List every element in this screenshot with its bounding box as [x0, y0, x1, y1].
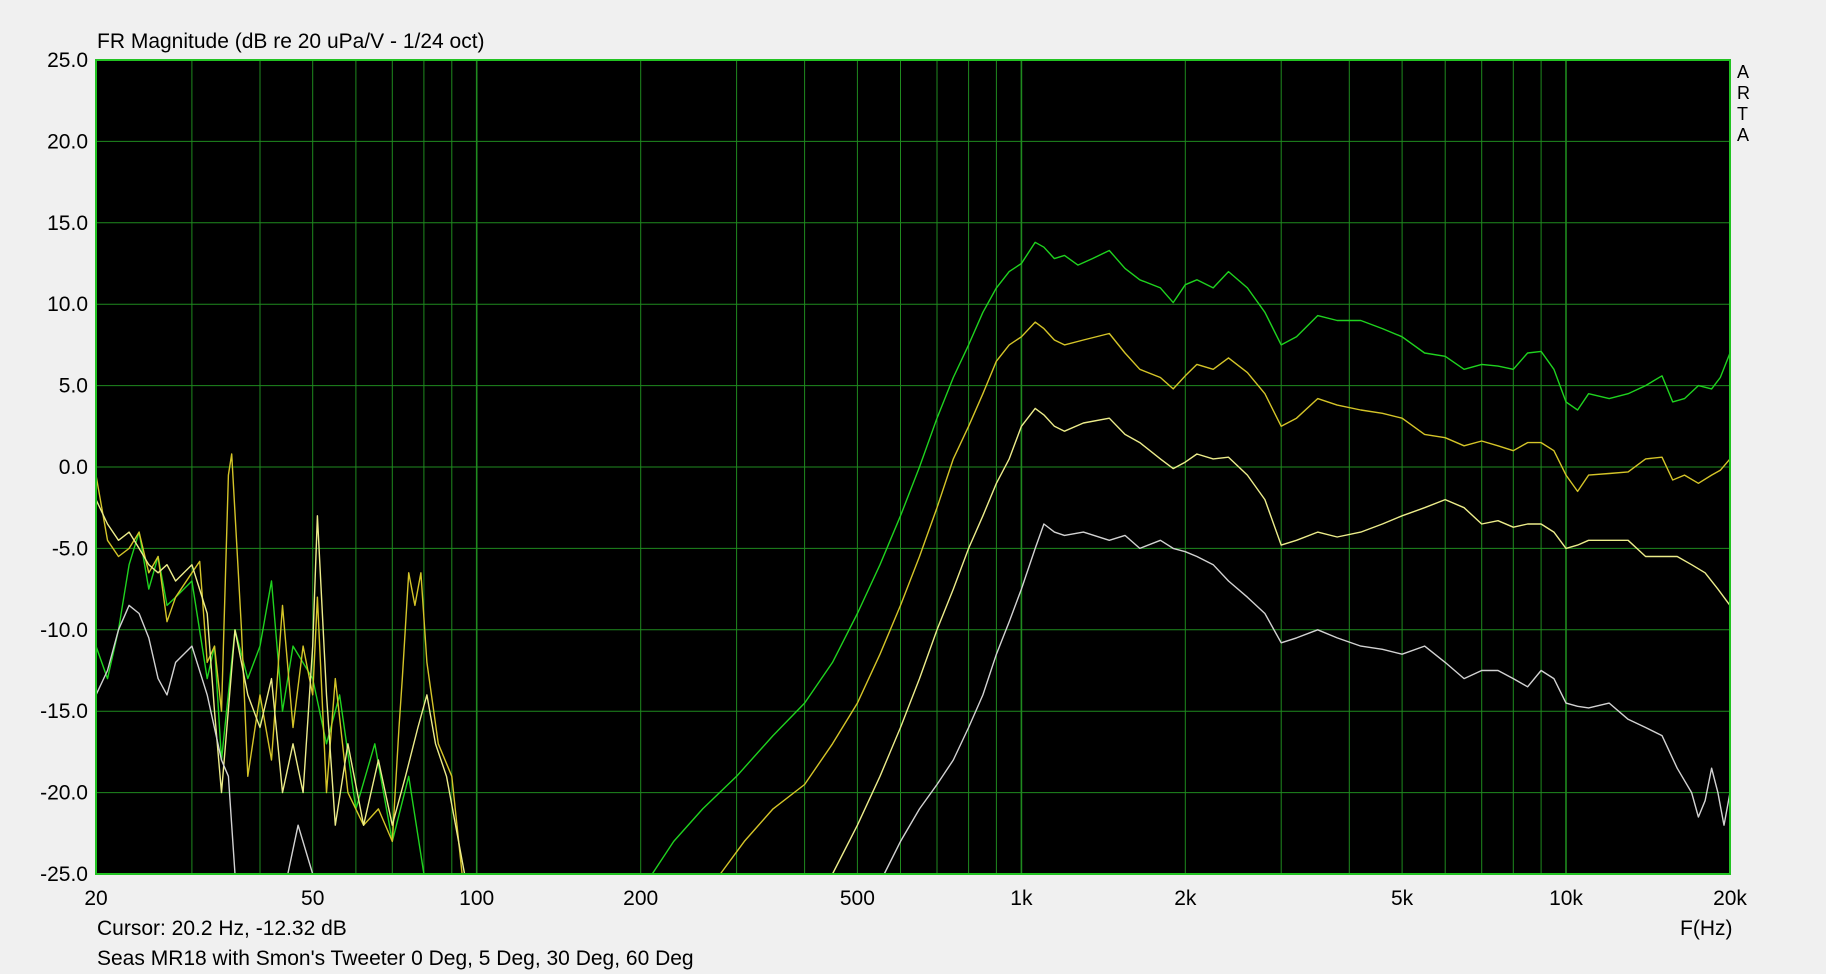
brand-letter: T — [1737, 104, 1748, 124]
y-tick-label: 25.0 — [47, 49, 88, 72]
brand-letter: A — [1737, 125, 1749, 145]
x-tick-label: 20 — [84, 887, 107, 910]
x-tick-label: 10k — [1549, 887, 1583, 910]
series-line-3 — [95, 523, 1731, 875]
y-tick-labels: 25.0 20.0 15.0 10.0 5.0 0.0 -5.0 -10.0 -15.0 -20.… — [40, 49, 88, 886]
y-tick-label: -25.0 — [40, 863, 88, 886]
series-line-1 — [95, 321, 1731, 875]
x-tick-label: 500 — [840, 887, 875, 910]
x-tick-label: 20k — [1713, 887, 1747, 910]
x-tick-label: 5k — [1391, 887, 1414, 910]
brand-letter: R — [1737, 83, 1750, 103]
cursor-readout: Cursor: 20.2 Hz, -12.32 dB — [97, 917, 347, 940]
grid — [96, 60, 1730, 874]
y-tick-label: 20.0 — [47, 130, 88, 153]
series-line-2 — [95, 407, 1731, 875]
graph-caption: Seas MR18 with Smon's Tweeter 0 Deg, 5 D… — [97, 947, 694, 970]
x-tick-label: 1k — [1010, 887, 1033, 910]
x-tick-label: 50 — [301, 887, 324, 910]
x-tick-labels: 20 50 100 200 500 1k 2k 5k 10k 20k — [84, 887, 1747, 910]
brand-letter: A — [1737, 62, 1749, 82]
series-group — [95, 241, 1731, 875]
y-tick-label: -5.0 — [52, 537, 88, 560]
chart-title: FR Magnitude (dB re 20 uPa/V - 1/24 oct) — [97, 30, 485, 53]
y-tick-label: 5.0 — [59, 375, 88, 398]
y-tick-label: -20.0 — [40, 782, 88, 805]
y-tick-label: -10.0 — [40, 619, 88, 642]
y-tick-label: 15.0 — [47, 212, 88, 235]
y-tick-label: 0.0 — [59, 456, 88, 479]
y-tick-label: 10.0 — [47, 293, 88, 316]
x-tick-label: 100 — [459, 887, 494, 910]
y-tick-label: -15.0 — [40, 700, 88, 723]
x-axis-unit-label: F(Hz) — [1680, 917, 1732, 940]
arta-brand: A R T A — [1737, 62, 1750, 145]
series-line-0 — [95, 241, 1731, 875]
plot-frame — [95, 59, 1731, 875]
x-tick-label: 2k — [1174, 887, 1197, 910]
x-tick-label: 200 — [623, 887, 658, 910]
